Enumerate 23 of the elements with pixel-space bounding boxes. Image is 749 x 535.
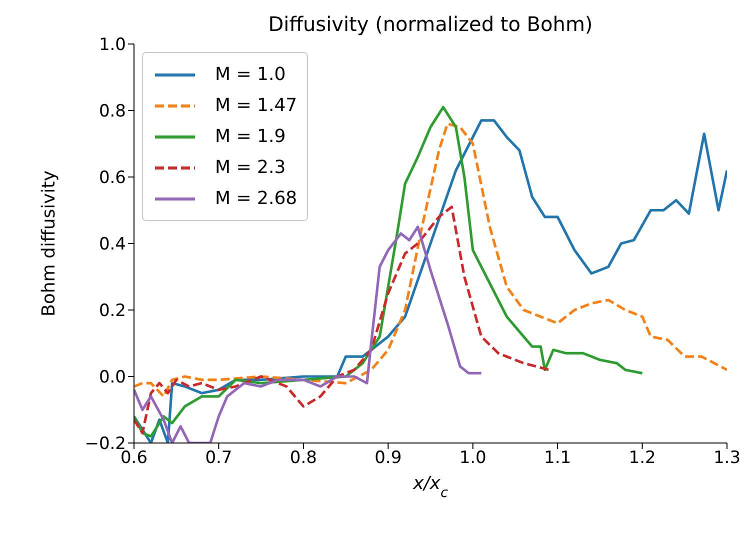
x-tick-label: 1.0 [459, 448, 486, 468]
chart-title: Diffusivity (normalized to Bohm) [267, 12, 594, 36]
line-series [134, 226, 483, 443]
y-tick-label: 0.6 [98, 168, 126, 188]
x-tick-label: 0.9 [374, 448, 402, 468]
y-tick-label: 0.4 [98, 234, 126, 255]
line-series [134, 206, 550, 434]
legend-label: M = 1.47 [215, 95, 298, 116]
legend-label: M = 2.3 [215, 157, 286, 178]
y-axis-title: Bohm diffusivity [38, 170, 60, 317]
x-axis-title: x/x$_{c}$ [412, 473, 448, 501]
x-tick-label: 1.2 [628, 448, 656, 468]
x-tick-label: 0.8 [290, 448, 317, 468]
x-tick-label: 0.7 [205, 448, 232, 468]
x-tick-label: 1.1 [544, 448, 572, 468]
y-tick-label: 0.0 [98, 368, 126, 388]
y-tick-label: 0.2 [98, 301, 126, 322]
y-tick-label: 1.0 [98, 35, 126, 56]
legend-label: M = 1.0 [215, 64, 286, 85]
legend-label: M = 1.9 [215, 126, 286, 147]
x-tick-label: 1.3 [713, 448, 741, 468]
legend-label: M = 2.68 [215, 188, 298, 209]
y-tick-label: 0.8 [98, 102, 126, 122]
